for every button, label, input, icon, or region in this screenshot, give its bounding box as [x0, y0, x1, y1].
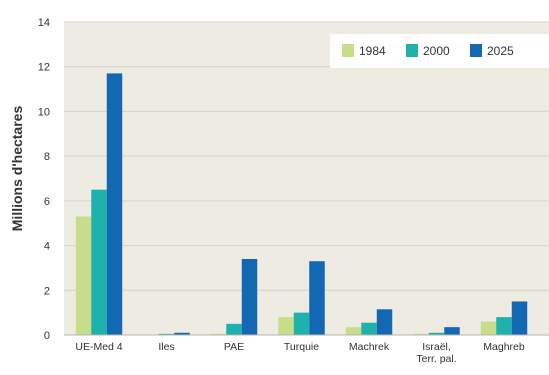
legend-swatch-2000 [406, 44, 418, 57]
y-tick-label: 14 [38, 17, 50, 29]
legend-swatch-2025 [470, 44, 482, 57]
y-axis-label: Millions d'hectares [9, 106, 25, 232]
x-tick-label: Israël, Terr. pal. [416, 341, 456, 365]
bar-2000-2 [226, 323, 242, 335]
x-tick-label: UE-Med 4 [75, 341, 122, 353]
bar-2025-6 [511, 301, 528, 335]
bar-2000-5 [428, 332, 445, 335]
bar-2025-5 [444, 327, 460, 335]
bar-2025-3 [309, 261, 325, 335]
y-tick-label: 4 [44, 241, 50, 253]
y-tick-label: 10 [38, 106, 50, 118]
bar-1984-6 [480, 321, 497, 335]
x-axis-ticks: UE-Med 4 Iles PAE Turquie Machrek Israël, Terr… [75, 341, 525, 365]
x-tick-label: PAE [224, 341, 244, 353]
y-tick-label: 0 [44, 330, 50, 342]
legend-swatch-1984 [342, 44, 354, 57]
bar-2000-6 [496, 317, 512, 335]
bar-2000-0 [91, 189, 107, 335]
y-tick-label: 6 [44, 196, 50, 208]
bar-2000-3 [293, 312, 310, 335]
bar-2000-4 [361, 322, 377, 335]
y-tick-label: 12 [38, 62, 50, 74]
bar-1984-2 [210, 333, 227, 335]
bars [75, 73, 528, 336]
legend-box [330, 34, 549, 68]
legend-items: 1984 2000 2025 [342, 44, 514, 58]
legend-label-2025: 2025 [487, 44, 514, 58]
y-axis-ticks: 0 2 4 6 8 10 12 14 [38, 17, 50, 342]
bar-1984-4 [345, 327, 362, 335]
bar-2025-1 [174, 332, 190, 335]
legend-label-1984: 1984 [359, 44, 386, 58]
bar-2025-4 [376, 309, 393, 335]
gridlines [64, 21, 549, 291]
bar-2025-2 [241, 258, 258, 335]
plot-area [64, 22, 549, 335]
legend-label-2000: 2000 [423, 44, 450, 58]
y-tick-label: 8 [44, 151, 50, 163]
x-tick-label: Turquie [284, 341, 319, 353]
bar-2025-0 [106, 73, 123, 336]
bar-2000-1 [158, 333, 175, 335]
legend: 1984 2000 2025 [330, 34, 549, 68]
bar-1984-3 [278, 317, 294, 335]
x-tick-label: Iles [158, 341, 174, 353]
x-tick-label: Maghreb [483, 341, 525, 353]
x-tick-label: Machrek [349, 341, 390, 353]
bar-1984-5 [413, 333, 429, 335]
bar-1984-0 [75, 216, 92, 335]
y-tick-label: 2 [44, 285, 50, 297]
